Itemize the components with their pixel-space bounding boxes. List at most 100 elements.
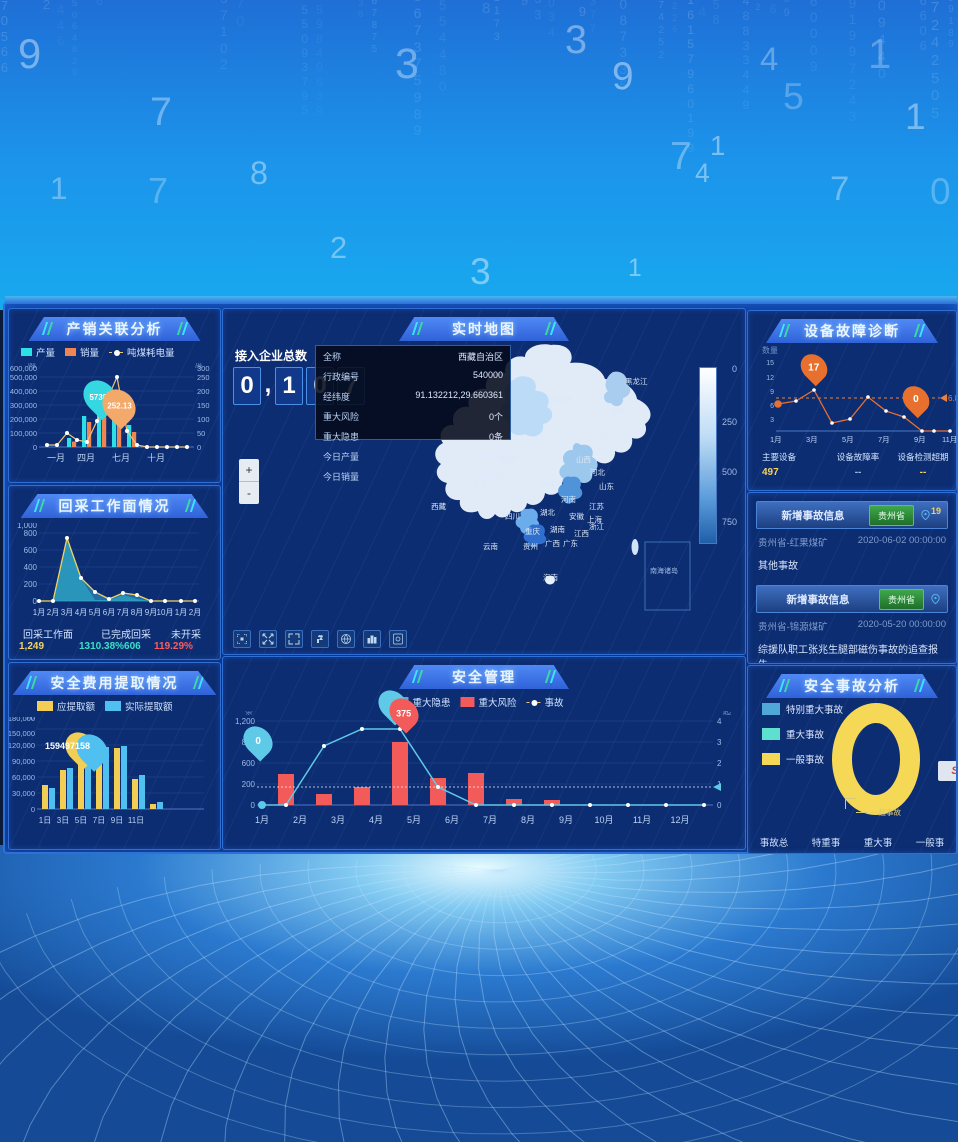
- svg-text:200: 200: [197, 387, 210, 396]
- svg-text:西藏: 西藏: [431, 501, 446, 511]
- svg-text:11月: 11月: [942, 435, 956, 444]
- svg-text:5月: 5月: [842, 435, 854, 444]
- svg-text:300,000: 300,000: [10, 401, 37, 410]
- svg-text:2月: 2月: [189, 608, 201, 617]
- svg-text:200,000: 200,000: [10, 415, 37, 424]
- svg-text:8月: 8月: [131, 608, 143, 617]
- svg-text:7月: 7月: [117, 608, 129, 617]
- svg-text:3月: 3月: [331, 815, 345, 825]
- svg-text:10月: 10月: [594, 815, 613, 825]
- svg-text:400,000: 400,000: [10, 387, 37, 396]
- svg-text:600,000: 600,000: [10, 364, 37, 373]
- svg-text:7月: 7月: [483, 815, 497, 825]
- svg-text:四川: 四川: [505, 512, 520, 521]
- svg-text:6月: 6月: [445, 815, 459, 825]
- svg-text:9: 9: [770, 389, 774, 396]
- svg-text:山东: 山东: [599, 481, 614, 491]
- svg-text:七月: 七月: [112, 453, 130, 463]
- svg-text:江西: 江西: [574, 529, 589, 538]
- svg-text:2月: 2月: [47, 608, 59, 617]
- svg-text:1日: 1日: [39, 816, 51, 825]
- svg-text:90,000: 90,000: [12, 757, 35, 766]
- svg-text:内蒙古: 内蒙古: [551, 394, 574, 404]
- svg-text:1月: 1月: [770, 435, 782, 444]
- svg-text:黑龙江: 黑龙江: [625, 376, 648, 386]
- svg-text:云南: 云南: [483, 541, 498, 551]
- svg-text:6: 6: [770, 403, 774, 410]
- svg-text:1月: 1月: [255, 815, 269, 825]
- svg-text:0: 0: [31, 805, 35, 814]
- svg-text:11月: 11月: [633, 815, 651, 825]
- svg-text:陕西: 陕西: [540, 479, 555, 489]
- svg-text:江苏: 江苏: [589, 501, 604, 511]
- svg-text:0: 0: [33, 597, 38, 606]
- svg-text:辽宁: 辽宁: [601, 427, 616, 437]
- svg-text:12: 12: [766, 375, 774, 382]
- svg-text:12月: 12月: [670, 815, 689, 825]
- svg-text:1月: 1月: [175, 608, 187, 617]
- svg-text:6月: 6月: [103, 608, 115, 617]
- svg-text:5月: 5月: [407, 815, 421, 825]
- svg-text:吉林: 吉林: [610, 406, 625, 416]
- svg-text:山西: 山西: [576, 454, 591, 464]
- svg-text:60,000: 60,000: [12, 773, 35, 782]
- svg-text:150: 150: [197, 401, 210, 410]
- svg-text:9月: 9月: [559, 815, 573, 825]
- svg-text:0: 0: [717, 801, 722, 810]
- svg-text:50: 50: [197, 429, 205, 438]
- svg-text:250: 250: [197, 373, 210, 382]
- svg-text:3: 3: [770, 417, 774, 424]
- svg-text:条: 条: [245, 711, 253, 716]
- svg-text:4月: 4月: [75, 608, 87, 617]
- svg-text:9日: 9日: [111, 816, 123, 825]
- svg-text:浙江: 浙江: [589, 521, 604, 531]
- svg-text:0: 0: [197, 443, 201, 452]
- svg-text:30,000: 30,000: [12, 789, 35, 798]
- svg-text:贵州: 贵州: [523, 541, 538, 551]
- svg-text:4月: 4月: [369, 815, 383, 825]
- svg-text:河南: 河南: [561, 494, 576, 504]
- svg-text:100: 100: [197, 415, 210, 424]
- svg-text:100,000: 100,000: [10, 429, 37, 438]
- svg-text:6.8: 6.8: [948, 394, 956, 403]
- svg-text:河北: 河北: [590, 468, 605, 477]
- svg-text:10月: 10月: [157, 608, 174, 617]
- svg-text:4: 4: [717, 717, 722, 726]
- svg-text:5日: 5日: [75, 816, 87, 825]
- svg-text:1,200: 1,200: [235, 717, 256, 726]
- svg-text:800: 800: [24, 529, 38, 538]
- svg-text:400: 400: [24, 563, 38, 572]
- svg-text:11日: 11日: [128, 816, 144, 825]
- svg-text:广西: 广西: [545, 538, 560, 548]
- svg-text:广东: 广东: [563, 538, 578, 548]
- svg-text:湖南: 湖南: [550, 524, 565, 534]
- svg-text:2月: 2月: [293, 815, 307, 825]
- svg-text:一月: 一月: [47, 453, 65, 463]
- svg-text:0: 0: [251, 801, 256, 810]
- svg-text:600: 600: [242, 759, 256, 768]
- svg-text:300: 300: [197, 364, 210, 373]
- svg-text:2: 2: [717, 759, 722, 768]
- svg-text:500,000: 500,000: [10, 373, 37, 382]
- svg-text:安徽: 安徽: [569, 511, 584, 521]
- svg-text:1,000: 1,000: [17, 523, 38, 530]
- svg-text:600: 600: [24, 546, 38, 555]
- svg-text:甘肃: 甘肃: [501, 454, 516, 464]
- svg-text:海南: 海南: [543, 572, 558, 582]
- svg-text:1月: 1月: [33, 608, 45, 617]
- svg-text:180,000: 180,000: [9, 717, 35, 723]
- svg-text:0: 0: [33, 443, 37, 452]
- svg-text:9月: 9月: [145, 608, 157, 617]
- svg-text:200: 200: [242, 780, 256, 789]
- svg-text:3: 3: [717, 738, 722, 747]
- svg-text:200: 200: [24, 580, 38, 589]
- svg-text:5月: 5月: [89, 608, 101, 617]
- svg-text:7日: 7日: [93, 816, 105, 825]
- svg-text:起: 起: [723, 711, 731, 716]
- svg-text:3月: 3月: [61, 608, 73, 617]
- svg-text:重庆: 重庆: [525, 526, 540, 536]
- svg-text:15: 15: [766, 360, 774, 367]
- svg-text:150,000: 150,000: [9, 729, 35, 738]
- svg-text:南海诸岛: 南海诸岛: [650, 566, 678, 575]
- svg-text:3月: 3月: [806, 435, 818, 444]
